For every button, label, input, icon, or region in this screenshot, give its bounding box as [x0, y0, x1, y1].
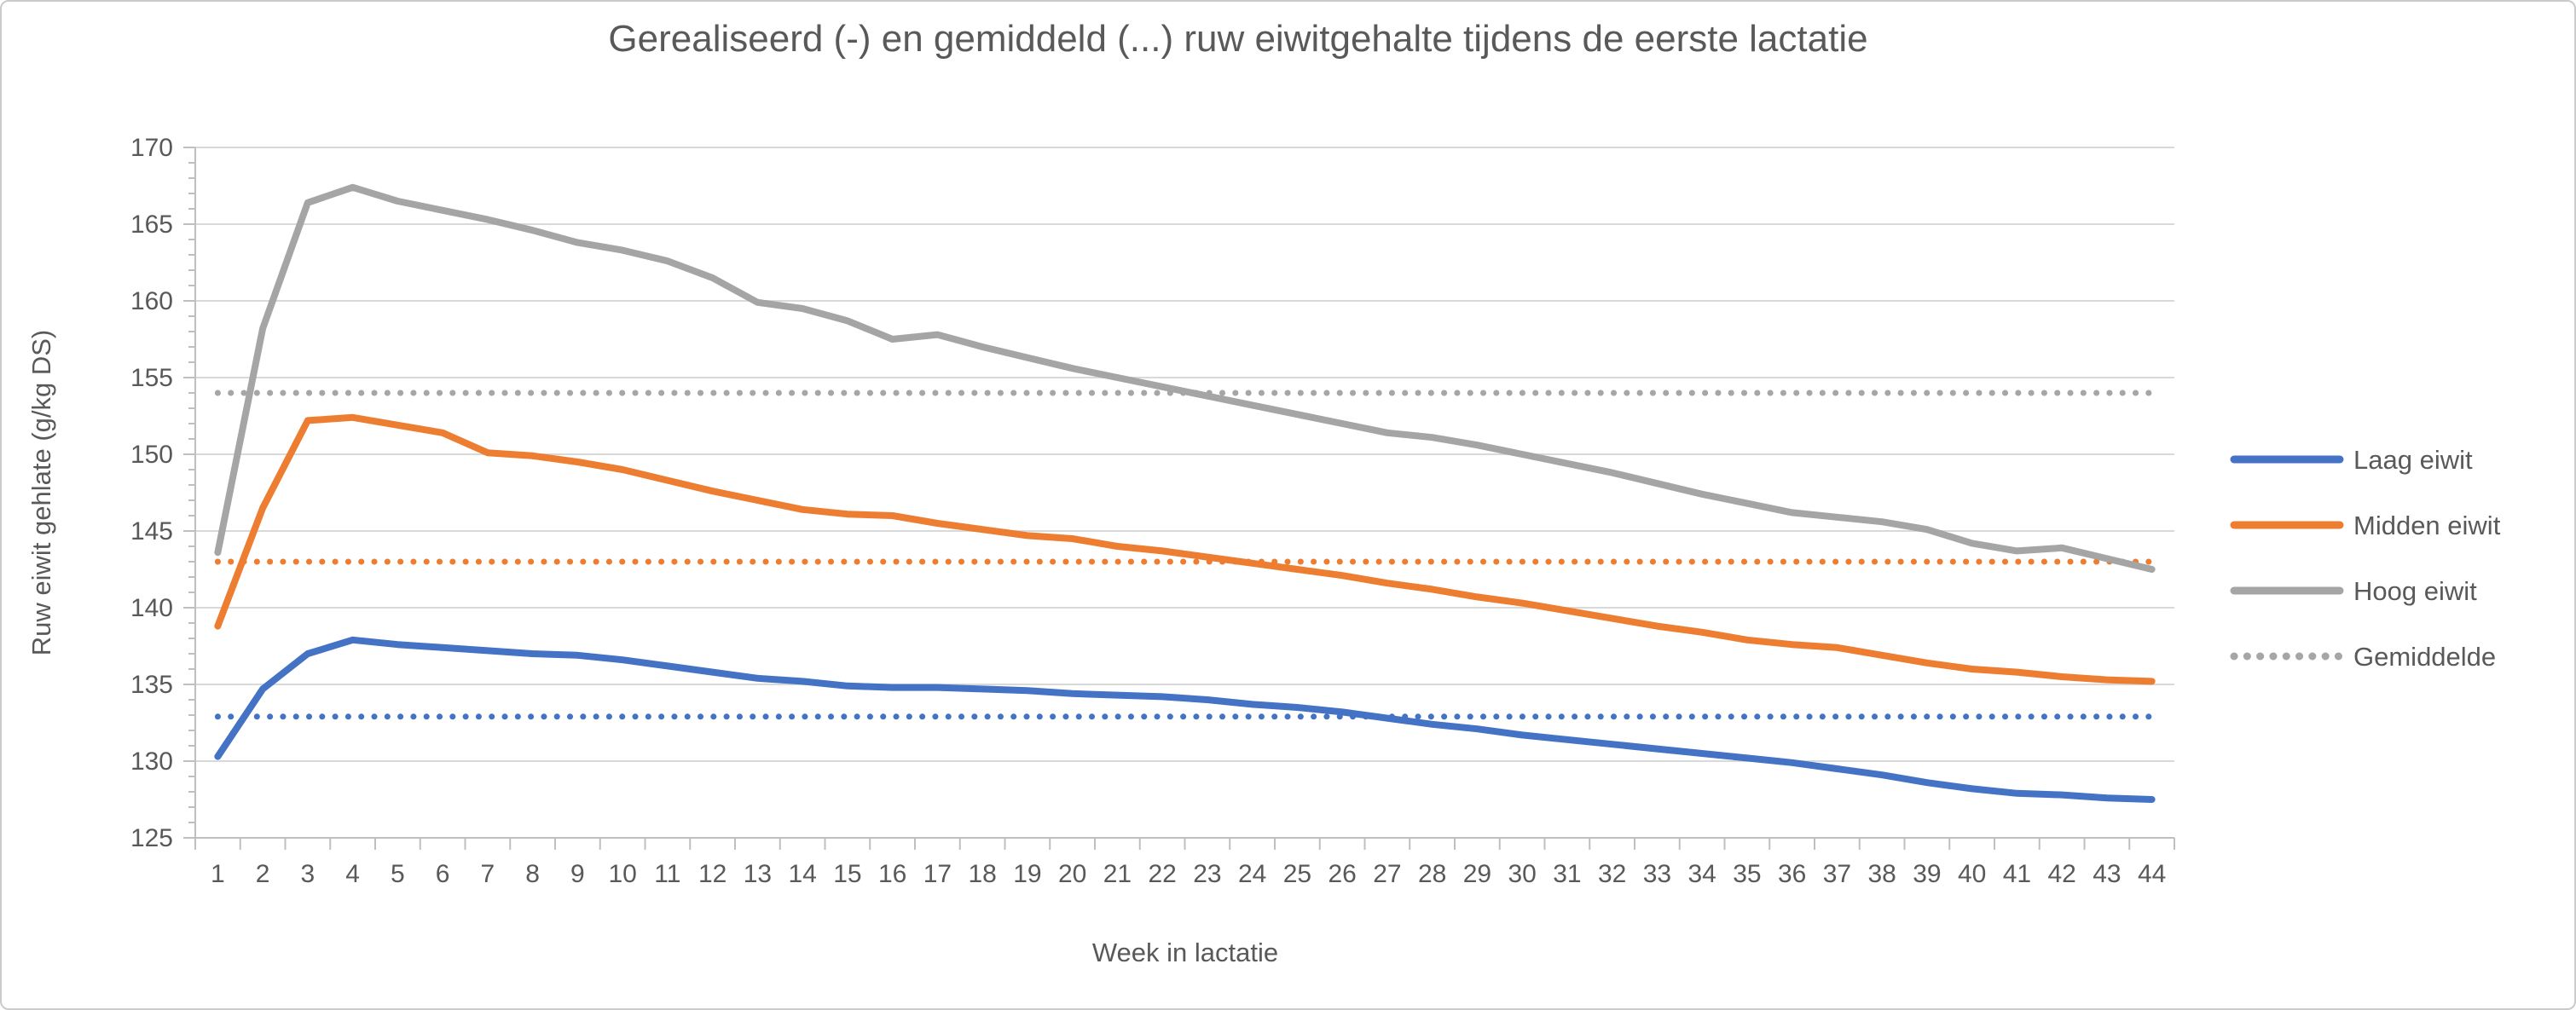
axis-ticks [183, 147, 2175, 850]
series-lines [214, 183, 2156, 803]
x-tick-label: 37 [1823, 860, 1851, 888]
y-tick-label: 130 [130, 747, 173, 776]
x-tick-label: 41 [2003, 860, 2031, 888]
legend-label: Gemiddelde [2353, 642, 2496, 672]
y-tick-label: 135 [130, 671, 173, 699]
legend-label: Laag eiwit [2353, 445, 2473, 475]
x-tick-label: 19 [1013, 860, 1041, 888]
y-tick-label: 145 [130, 517, 173, 545]
series-line-laag-eiwit [214, 636, 2156, 803]
x-tick-label: 8 [525, 860, 540, 888]
x-tick-label: 28 [1418, 860, 1446, 888]
x-tick-label: 2 [256, 860, 270, 888]
x-tick-label: 7 [481, 860, 495, 888]
x-tick-label: 1 [211, 860, 225, 888]
x-tick-label: 31 [1553, 860, 1581, 888]
axis-lines [194, 147, 2174, 839]
x-tick-label: 42 [2047, 860, 2075, 888]
x-tick-label: 30 [1508, 860, 1536, 888]
x-tick-label: 16 [878, 860, 906, 888]
x-tick-label: 44 [2138, 860, 2166, 888]
x-tick-label: 13 [744, 860, 772, 888]
y-tick-label: 160 [130, 287, 173, 315]
legend-item: Gemiddelde [2230, 642, 2496, 672]
x-tick-label: 32 [1598, 860, 1626, 888]
x-tick-label: 26 [1328, 860, 1356, 888]
x-tick-label: 38 [1867, 860, 1896, 888]
y-tick-label: 140 [130, 594, 173, 622]
x-tick-label: 22 [1148, 860, 1176, 888]
y-tick-label: 170 [130, 134, 173, 162]
x-tick-label: 5 [391, 860, 405, 888]
x-tick-label: 33 [1643, 860, 1671, 888]
x-tick-label: 9 [570, 860, 585, 888]
x-tick-label: 14 [788, 860, 816, 888]
x-tick-label: 23 [1193, 860, 1221, 888]
x-tick-label: 3 [301, 860, 315, 888]
x-tick-label: 29 [1463, 860, 1491, 888]
series-line-hoog-eiwit [214, 183, 2156, 573]
legend-label: Hoog eiwit [2353, 576, 2477, 606]
x-tick-label: 6 [436, 860, 450, 888]
y-tick-label: 155 [130, 364, 173, 392]
legend-item: Laag eiwit [2230, 445, 2473, 475]
legend-item: Midden eiwit [2230, 511, 2501, 540]
x-tick-label: 43 [2093, 860, 2121, 888]
x-axis-title: Week in lactatie [1092, 938, 1278, 967]
legend-item: Hoog eiwit [2230, 576, 2477, 606]
x-tick-label: 35 [1733, 860, 1761, 888]
x-tick-label: 11 [654, 860, 680, 888]
x-tick-label: 17 [923, 860, 952, 888]
x-tick-label: 20 [1058, 860, 1086, 888]
y-tick-label: 165 [130, 211, 173, 239]
x-tick-label: 34 [1687, 860, 1716, 888]
chart-title: Gerealiseerd (-) en gemiddeld (...) ruw … [608, 18, 1867, 60]
x-tick-label: 36 [1778, 860, 1806, 888]
x-tick-label: 15 [833, 860, 861, 888]
x-tick-label: 12 [698, 860, 726, 888]
y-tick-label: 150 [130, 441, 173, 469]
x-tick-label: 27 [1373, 860, 1401, 888]
x-tick-label: 21 [1103, 860, 1132, 888]
y-axis-title: Ruw eiwit gehlate (g/kg DS) [26, 330, 56, 656]
x-tick-label: 18 [968, 860, 996, 888]
legend-label: Midden eiwit [2353, 511, 2501, 540]
x-tick-label: 25 [1283, 860, 1311, 888]
legend: Laag eiwit Midden eiwit Hoog eiwit Gemiddel… [2230, 445, 2501, 672]
x-tick-label: 10 [608, 860, 636, 888]
x-tick-label: 40 [1958, 860, 1986, 888]
x-tick-label: 24 [1238, 860, 1266, 888]
x-tick-label: 39 [1913, 860, 1941, 888]
series-line-midden-eiwit [214, 413, 2156, 685]
y-tick-label: 125 [130, 824, 173, 852]
x-tick-label: 4 [345, 860, 360, 888]
